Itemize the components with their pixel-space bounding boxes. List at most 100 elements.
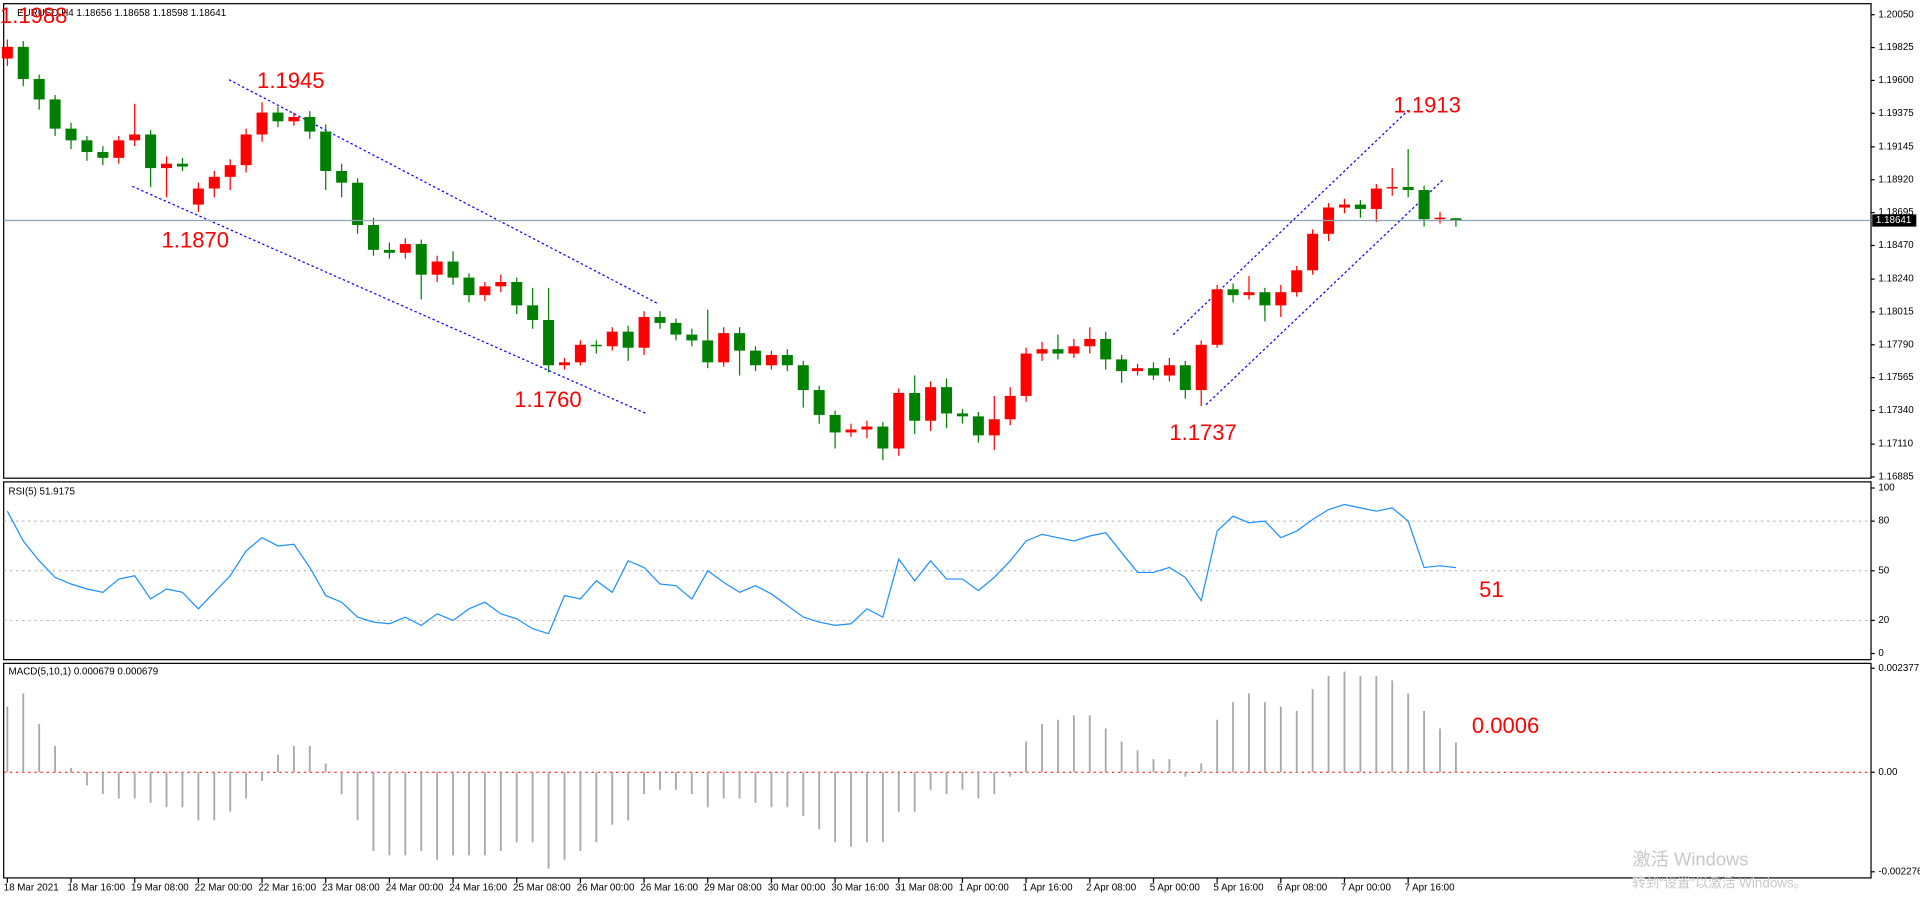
x-tick-label: 2 Apr 08:00 (1086, 882, 1137, 893)
candle-body (702, 340, 714, 363)
y-tick-label: -0.002276 (1878, 866, 1920, 877)
y-tick-label: 0.00 (1878, 767, 1898, 778)
x-tick-label: 30 Mar 16:00 (831, 882, 889, 893)
candle-body (1, 46, 13, 59)
annotation: 1.1988 (0, 3, 67, 28)
candle-body (622, 331, 634, 348)
candle-body (654, 317, 666, 323)
symbol-header: EURUSD,H4 1.18656 1.18658 1.18598 1.1864… (17, 8, 226, 19)
x-tick-label: 25 Mar 08:00 (513, 882, 571, 893)
y-tick-label: 0 (1878, 648, 1884, 659)
candle-body (1163, 365, 1175, 376)
x-tick-label: 24 Mar 00:00 (386, 882, 444, 893)
y-tick-label: 50 (1878, 565, 1889, 576)
candle-body (447, 261, 459, 278)
candle-body (1450, 218, 1462, 221)
candle-body (686, 334, 698, 341)
annotation: 1.1945 (257, 68, 324, 93)
annotation: 1.1913 (1393, 92, 1460, 117)
candle-body (925, 387, 937, 421)
candle-body (1227, 289, 1239, 296)
candle-body (845, 429, 857, 433)
candle-body (463, 277, 475, 296)
candle-body (431, 261, 443, 275)
y-tick-label: 0.002377 (1878, 663, 1919, 674)
x-tick-label: 24 Mar 16:00 (449, 882, 507, 893)
channel-line (1172, 109, 1409, 336)
candle-body (941, 387, 953, 414)
candle-body (256, 112, 268, 135)
candle-body (1004, 395, 1016, 420)
candle-body (1386, 187, 1398, 189)
candle-body (1020, 353, 1032, 396)
candle-body (734, 333, 746, 351)
candle-body (479, 286, 491, 296)
macd-pane (3, 662, 1872, 879)
candle-body (272, 112, 284, 122)
candle-body (590, 344, 602, 347)
candle-body (988, 419, 1000, 436)
candle-body (161, 163, 173, 169)
candle-body (1259, 292, 1271, 306)
candle-body (574, 344, 586, 363)
y-tick-label: 1.17565 (1878, 372, 1914, 383)
candle-body (288, 116, 300, 122)
y-tick-label: 1.17790 (1878, 339, 1914, 350)
candle-body (1275, 292, 1287, 306)
candle-body (972, 416, 984, 436)
y-tick-label: 1.18015 (1878, 307, 1914, 318)
candle-body (336, 170, 348, 183)
candle-body (383, 249, 395, 253)
candle-body (81, 140, 93, 153)
y-tick-label: 1.17340 (1878, 405, 1914, 416)
candle-body (1068, 346, 1080, 354)
candle-body (367, 225, 379, 250)
candle-body (399, 244, 411, 253)
candle-body (1195, 344, 1207, 391)
price-pane (3, 3, 1872, 479)
candle-body (65, 128, 77, 141)
x-tick-label: 5 Apr 16:00 (1213, 882, 1264, 893)
candle-body (1307, 233, 1319, 271)
candle-body (909, 392, 921, 421)
candle-body (33, 78, 45, 100)
annotation: 0.0006 (1472, 713, 1539, 738)
current-price-tag (1872, 214, 1917, 227)
candle-body (893, 392, 905, 449)
candle-body (638, 317, 650, 348)
candle-body (543, 319, 555, 366)
y-tick-label: 1.18695 (1878, 207, 1914, 218)
candle-body (1132, 368, 1144, 372)
y-tick-label: 1.16885 (1878, 472, 1914, 483)
candle-body (1084, 338, 1096, 347)
x-tick-label: 18 Mar 2021 (4, 882, 59, 893)
candle-body (877, 426, 889, 449)
candle-body (750, 350, 762, 366)
candle-body (1243, 292, 1255, 296)
x-tick-label: 31 Mar 08:00 (895, 882, 953, 893)
y-tick-label: 80 (1878, 516, 1889, 527)
candle-body (1211, 289, 1223, 345)
channel-line (131, 185, 646, 414)
x-tick-label: 23 Mar 08:00 (322, 882, 380, 893)
candle-body (1354, 204, 1366, 209)
annotation: 1.1760 (514, 387, 581, 412)
candle-body (1434, 217, 1446, 220)
candle-body (829, 414, 841, 433)
rsi-header: RSI(5) 51.9175 (9, 486, 76, 497)
current-price-label: 1.18641 (1876, 215, 1911, 226)
candle-body (415, 244, 427, 275)
x-tick-label: 29 Mar 08:00 (704, 882, 762, 893)
candle-body (224, 165, 236, 177)
candle-body (17, 46, 29, 79)
x-tick-label: 18 Mar 16:00 (67, 882, 125, 893)
y-tick-label: 100 (1878, 483, 1895, 494)
y-tick-label: 1.19145 (1878, 141, 1914, 152)
x-tick-label: 26 Mar 00:00 (577, 882, 635, 893)
candle-body (797, 365, 809, 391)
candle-body (511, 281, 523, 306)
candle-body (176, 163, 188, 167)
x-tick-label: 6 Apr 08:00 (1277, 882, 1328, 893)
x-tick-label: 7 Apr 00:00 (1341, 882, 1392, 893)
candle-body (1338, 204, 1350, 208)
